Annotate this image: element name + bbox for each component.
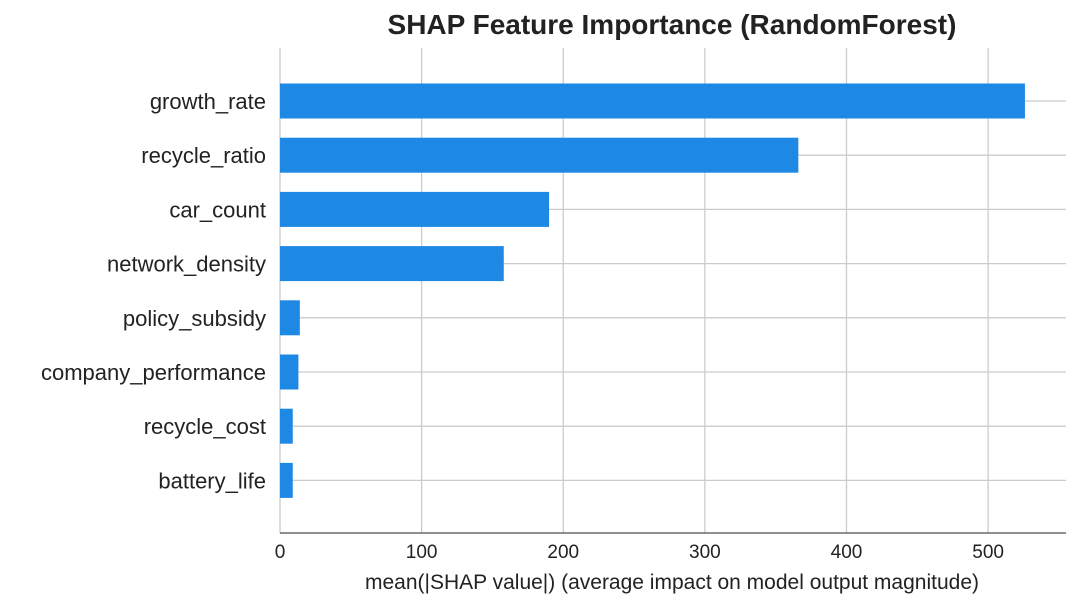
x-tick-label: 300 bbox=[689, 542, 721, 563]
category-label: network_density bbox=[107, 252, 266, 277]
bar-recycle-cost bbox=[280, 408, 293, 444]
bar-growth-rate bbox=[280, 83, 1025, 119]
category-label: battery_life bbox=[158, 468, 266, 493]
x-tick-label: 200 bbox=[547, 542, 579, 563]
x-tick-labels: 0 100 200 300 400 500 bbox=[275, 542, 1004, 563]
bar-network-density bbox=[280, 246, 504, 282]
bar-recycle-ratio bbox=[280, 137, 799, 173]
category-label: growth_rate bbox=[150, 89, 266, 114]
x-axis-label: mean(|SHAP value|) (average impact on mo… bbox=[365, 571, 979, 594]
category-labels: growth_rate recycle_ratio car_countnetwork… bbox=[41, 89, 266, 493]
x-tick-label: 100 bbox=[406, 542, 438, 563]
category-label: company_performance bbox=[41, 360, 266, 385]
category-label: recycle_ratio bbox=[141, 143, 266, 168]
bar-policy-subsidy bbox=[280, 300, 300, 336]
bar-car-count bbox=[280, 191, 550, 227]
category-label: recycle_cost bbox=[144, 414, 266, 439]
bars-layer bbox=[280, 83, 1025, 498]
bar-battery-life bbox=[280, 462, 293, 498]
x-tick-label: 500 bbox=[972, 542, 1004, 563]
x-tick-label: 0 bbox=[275, 542, 286, 563]
grid-layer bbox=[279, 48, 1066, 533]
chart-title: SHAP Feature Importance (RandomForest) bbox=[388, 9, 957, 40]
bar-company-performance bbox=[280, 354, 299, 390]
category-label: policy_subsidy bbox=[123, 306, 266, 331]
x-tick-label: 400 bbox=[831, 542, 863, 563]
category-label: car_count bbox=[169, 197, 266, 222]
